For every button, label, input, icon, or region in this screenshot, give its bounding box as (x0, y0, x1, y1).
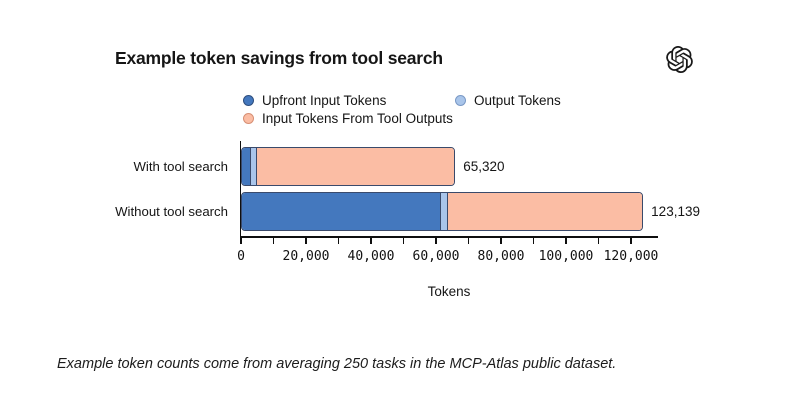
legend-item-output-tokens: Output Tokens (455, 93, 561, 108)
bar-value-label: 123,139 (651, 204, 700, 219)
x-axis-title: Tokens (427, 284, 471, 299)
category-label-without-tool-search: Without tool search (115, 204, 228, 219)
category-label-with-tool-search: With tool search (133, 159, 228, 174)
tick-mark (532, 237, 535, 244)
tick-mark (630, 237, 632, 244)
legend-item-upfront-input-tokens: Upfront Input Tokens (243, 93, 455, 108)
tick-mark (597, 237, 600, 244)
tick-mark (370, 237, 372, 244)
tick-label: 0 (237, 249, 245, 264)
tick-label: 120,000 (603, 249, 659, 264)
bar-segment (257, 148, 455, 185)
tick-mark (272, 237, 275, 244)
bar-value-label: 65,320 (463, 159, 505, 174)
chart-title: Example token savings from tool search (115, 48, 443, 68)
legend-label: Upfront Input Tokens (262, 93, 387, 109)
footnote: Example token counts come from averaging… (57, 356, 617, 372)
stacked-bar (241, 147, 456, 186)
tick-mark (500, 237, 502, 244)
legend-label: Output Tokens (474, 93, 561, 109)
y-axis-line (239, 141, 242, 237)
tick-mark (565, 237, 567, 244)
bar-segment (242, 148, 252, 185)
bar-row-with-tool-search: 65,320 (241, 147, 505, 186)
legend-marker-output-icon (455, 95, 466, 107)
legend-marker-upfront-icon (243, 95, 254, 107)
bar-segment (448, 193, 643, 230)
bar-segment (251, 148, 258, 185)
tick-mark (337, 237, 340, 244)
tick-label: 20,000 (282, 249, 330, 264)
tick-mark (467, 237, 470, 244)
bar-row-without-tool-search: 123,139 (241, 192, 700, 231)
x-axis-line (239, 236, 658, 238)
tick-label: 100,000 (538, 249, 594, 264)
stacked-bar (241, 192, 644, 231)
bar-segment (440, 193, 449, 230)
legend-marker-tool-outputs-icon (243, 112, 254, 124)
bar-segment (242, 193, 441, 230)
tick-mark (402, 237, 405, 244)
chart-legend: Upfront Input Tokens Output Tokens Input… (243, 92, 561, 127)
tick-label: 60,000 (412, 249, 460, 264)
legend-item-tool-outputs: Input Tokens From Tool Outputs (243, 111, 453, 126)
tick-mark (240, 237, 242, 244)
tick-mark (305, 237, 307, 244)
tick-label: 40,000 (347, 249, 395, 264)
legend-label: Input Tokens From Tool Outputs (262, 110, 453, 126)
tick-mark (435, 237, 437, 244)
openai-logo-icon (666, 46, 693, 74)
tick-label: 80,000 (477, 249, 525, 264)
